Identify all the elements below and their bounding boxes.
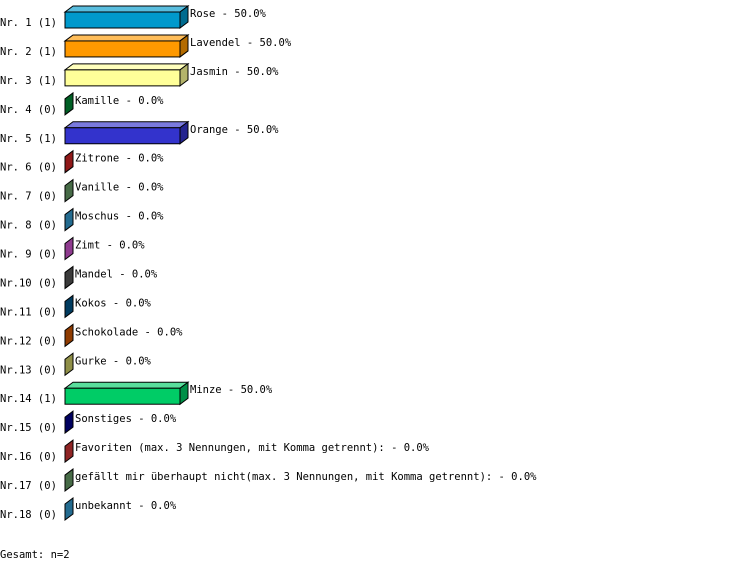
- bar-label: Lavendel - 50.0%: [190, 37, 292, 49]
- row-label: Nr. 5 (1): [0, 133, 57, 145]
- bar-side: [179, 120, 189, 145]
- bar: [64, 69, 181, 87]
- row-label: Nr.11 (0): [0, 306, 57, 318]
- row-label: Nr. 8 (0): [0, 220, 57, 232]
- bar-label: unbekannt - 0.0%: [75, 500, 177, 512]
- bar-label: Gurke - 0.0%: [75, 355, 152, 367]
- bar-side: [64, 352, 74, 377]
- footer-total: Gesamt: n=2: [0, 549, 70, 561]
- bar: [64, 11, 181, 29]
- bar-side: [64, 468, 74, 493]
- bar-label: Zimt - 0.0%: [75, 240, 145, 252]
- bar: [64, 387, 181, 405]
- bar-label: Minze - 50.0%: [190, 384, 273, 396]
- row-label: Nr.18 (0): [0, 509, 57, 521]
- row-label: Nr.12 (0): [0, 335, 57, 347]
- row-label: Nr.17 (0): [0, 480, 57, 492]
- bar-label: Vanille - 0.0%: [75, 182, 164, 194]
- bar-label: Orange - 50.0%: [190, 124, 279, 136]
- bar-side: [64, 91, 74, 116]
- bar: [64, 127, 181, 145]
- bar-label: Favoriten (max. 3 Nennungen, mit Komma g…: [75, 442, 430, 454]
- bar-top: [63, 34, 190, 42]
- row-label: Nr.16 (0): [0, 451, 57, 463]
- bar-label: Mandel - 0.0%: [75, 268, 158, 280]
- bar-label: Jasmin - 50.0%: [190, 66, 279, 78]
- row-label: Nr. 9 (0): [0, 249, 57, 261]
- row-label: Nr.13 (0): [0, 364, 57, 376]
- bar-side: [64, 265, 74, 290]
- bar-side: [64, 323, 74, 348]
- bar-side: [64, 439, 74, 464]
- bar-side: [179, 62, 189, 87]
- row-label: Nr. 6 (0): [0, 162, 57, 174]
- bar-label: Schokolade - 0.0%: [75, 326, 183, 338]
- bar-side: [179, 381, 189, 406]
- bar-label: Sonstiges - 0.0%: [75, 413, 177, 425]
- bar-top: [63, 5, 190, 13]
- row-label: Nr. 1 (1): [0, 17, 57, 29]
- bar-side: [64, 178, 74, 203]
- bar-label: Kokos - 0.0%: [75, 297, 152, 309]
- row-label: Nr.14 (1): [0, 393, 57, 405]
- bar-side: [179, 5, 189, 29]
- row-label: Nr. 4 (0): [0, 104, 57, 116]
- row-label: Nr.10 (0): [0, 277, 57, 289]
- row-label: Nr.15 (0): [0, 422, 57, 434]
- bar-top: [63, 121, 190, 129]
- bar-top: [63, 381, 190, 389]
- bar-label: Kamille - 0.0%: [75, 95, 164, 107]
- bar-side: [64, 207, 74, 232]
- bar-label: Rose - 50.0%: [190, 8, 267, 20]
- bar-side: [179, 33, 189, 58]
- row-label: Nr. 2 (1): [0, 46, 57, 58]
- bar-side: [64, 496, 74, 521]
- bar-label: Moschus - 0.0%: [75, 211, 164, 223]
- bar-label: Zitrone - 0.0%: [75, 153, 164, 165]
- bar-side: [64, 410, 74, 435]
- bar-label: gefällt mir überhaupt nicht(max. 3 Nennu…: [75, 471, 537, 483]
- bar-side: [64, 236, 74, 261]
- row-label: Nr. 7 (0): [0, 191, 57, 203]
- row-label: Nr. 3 (1): [0, 75, 57, 87]
- bar-top: [63, 63, 190, 71]
- bar-side: [64, 294, 74, 319]
- bar-side: [64, 149, 74, 174]
- bar: [64, 40, 181, 58]
